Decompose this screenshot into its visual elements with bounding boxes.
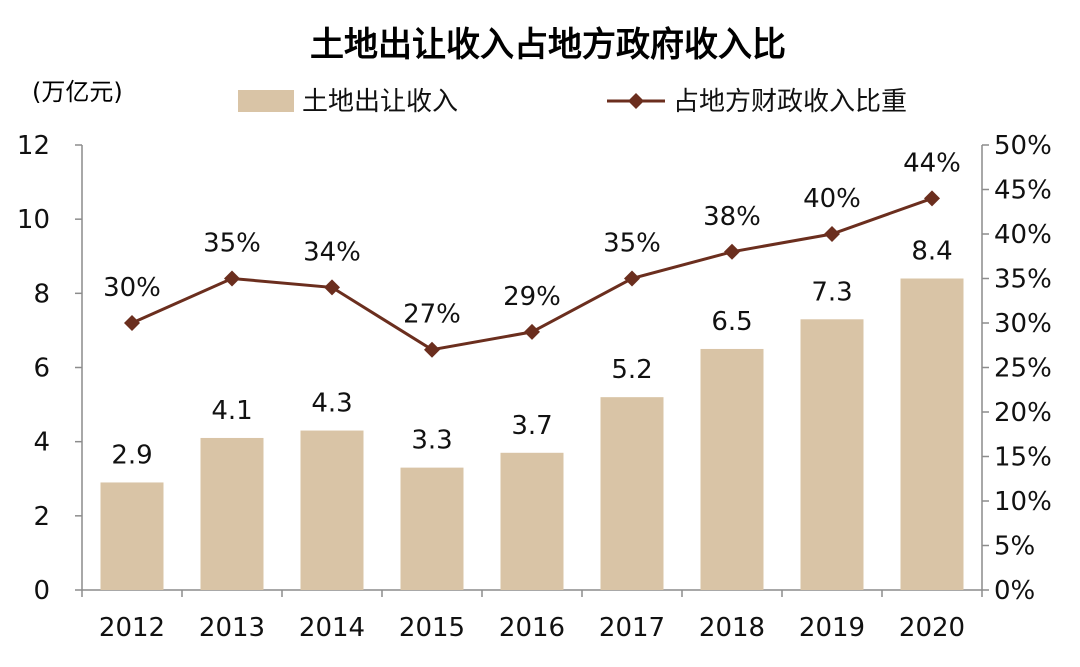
line-value-label: 34% xyxy=(303,237,361,267)
y-tick-label: 4 xyxy=(33,428,50,458)
axes: 0 2 4 6 8 10 12 0% 5% 10% 15% 20% 25% 30% 35% 40% 45% 50%… xyxy=(17,131,1052,643)
x-tick-label: 2020 xyxy=(899,613,965,643)
bar-value-label: 8.4 xyxy=(911,237,952,267)
line-value-label: 35% xyxy=(603,229,661,259)
bar-value-label: 2.9 xyxy=(111,440,152,470)
x-tick-label: 2015 xyxy=(399,613,465,643)
x-tick-label: 2013 xyxy=(199,613,265,643)
y2-tick-label: 20% xyxy=(994,398,1052,428)
y2-tick-label: 5% xyxy=(994,532,1035,562)
line-value-label: 40% xyxy=(803,184,861,214)
bar xyxy=(100,482,164,590)
line-value-label: 29% xyxy=(503,282,561,312)
y-tick-label: 12 xyxy=(17,131,50,161)
bar xyxy=(300,430,364,590)
bar-value-label: 3.7 xyxy=(511,411,552,441)
y2-tick-label: 10% xyxy=(994,487,1052,517)
chart-title: 土地出让收入占地方政府收入比 xyxy=(310,25,786,65)
y-tick-label: 8 xyxy=(33,279,50,309)
line-marker xyxy=(524,323,540,340)
x-tick-label: 2017 xyxy=(599,613,665,643)
bar-value-label: 4.3 xyxy=(311,389,352,419)
bar-value-label: 7.3 xyxy=(811,277,852,307)
line-value-label: 27% xyxy=(403,300,461,330)
bar-series xyxy=(100,278,964,590)
bar xyxy=(800,319,864,590)
bar xyxy=(400,467,464,590)
line-series xyxy=(124,190,940,358)
line-marker xyxy=(624,270,640,287)
data-labels: 2.9 4.1 4.3 3.3 3.7 5.2 6.5 7.3 8.4 30% 35% 34% 27% 2… xyxy=(103,148,961,470)
bar xyxy=(200,437,264,590)
line-marker xyxy=(724,243,740,260)
line-marker xyxy=(824,226,840,242)
bar-value-label: 6.5 xyxy=(711,307,752,337)
bar xyxy=(600,397,664,590)
y-axis-unit-label: (万亿元) xyxy=(32,78,123,106)
legend-line-label: 占地方财政收入比重 xyxy=(673,87,907,117)
y2-tick-label: 40% xyxy=(994,220,1052,250)
bar-value-label: 5.2 xyxy=(611,355,652,385)
y-tick-label: 0 xyxy=(33,576,50,606)
legend-line-marker xyxy=(628,93,644,109)
y-tick-label: 6 xyxy=(33,354,50,384)
y2-tick-label: 30% xyxy=(994,309,1052,339)
x-tick-label: 2016 xyxy=(499,613,565,643)
legend-bar-label: 土地出让收入 xyxy=(302,87,458,117)
line-marker xyxy=(224,270,240,287)
bar xyxy=(700,348,764,590)
y2-tick-label: 0% xyxy=(994,576,1035,606)
line-marker xyxy=(924,190,940,207)
line-value-label: 35% xyxy=(203,229,261,259)
x-tick-label: 2012 xyxy=(99,613,165,643)
bar-value-label: 3.3 xyxy=(411,426,452,456)
line-marker xyxy=(324,279,340,296)
legend: 土地出让收入 占地方财政收入比重 xyxy=(238,87,907,117)
y2-tick-label: 50% xyxy=(994,131,1052,161)
y2-tick-label: 35% xyxy=(994,265,1052,295)
legend-bar-swatch xyxy=(238,90,294,112)
line-value-label: 30% xyxy=(103,273,161,303)
x-tick-label: 2014 xyxy=(299,613,365,643)
bar xyxy=(900,278,964,590)
x-tick-label: 2019 xyxy=(799,613,865,643)
line-value-label: 38% xyxy=(703,202,761,232)
y2-tick-label: 25% xyxy=(994,354,1052,384)
y2-tick-label: 45% xyxy=(994,176,1052,206)
bar xyxy=(500,452,564,590)
y2-tick-label: 15% xyxy=(994,443,1052,473)
x-tick-label: 2018 xyxy=(699,613,765,643)
line-marker xyxy=(124,315,140,331)
y-tick-label: 10 xyxy=(17,205,50,235)
line-marker xyxy=(424,341,440,358)
bar-value-label: 4.1 xyxy=(211,396,252,426)
y-tick-label: 2 xyxy=(33,502,50,532)
line-value-label: 44% xyxy=(903,148,961,178)
